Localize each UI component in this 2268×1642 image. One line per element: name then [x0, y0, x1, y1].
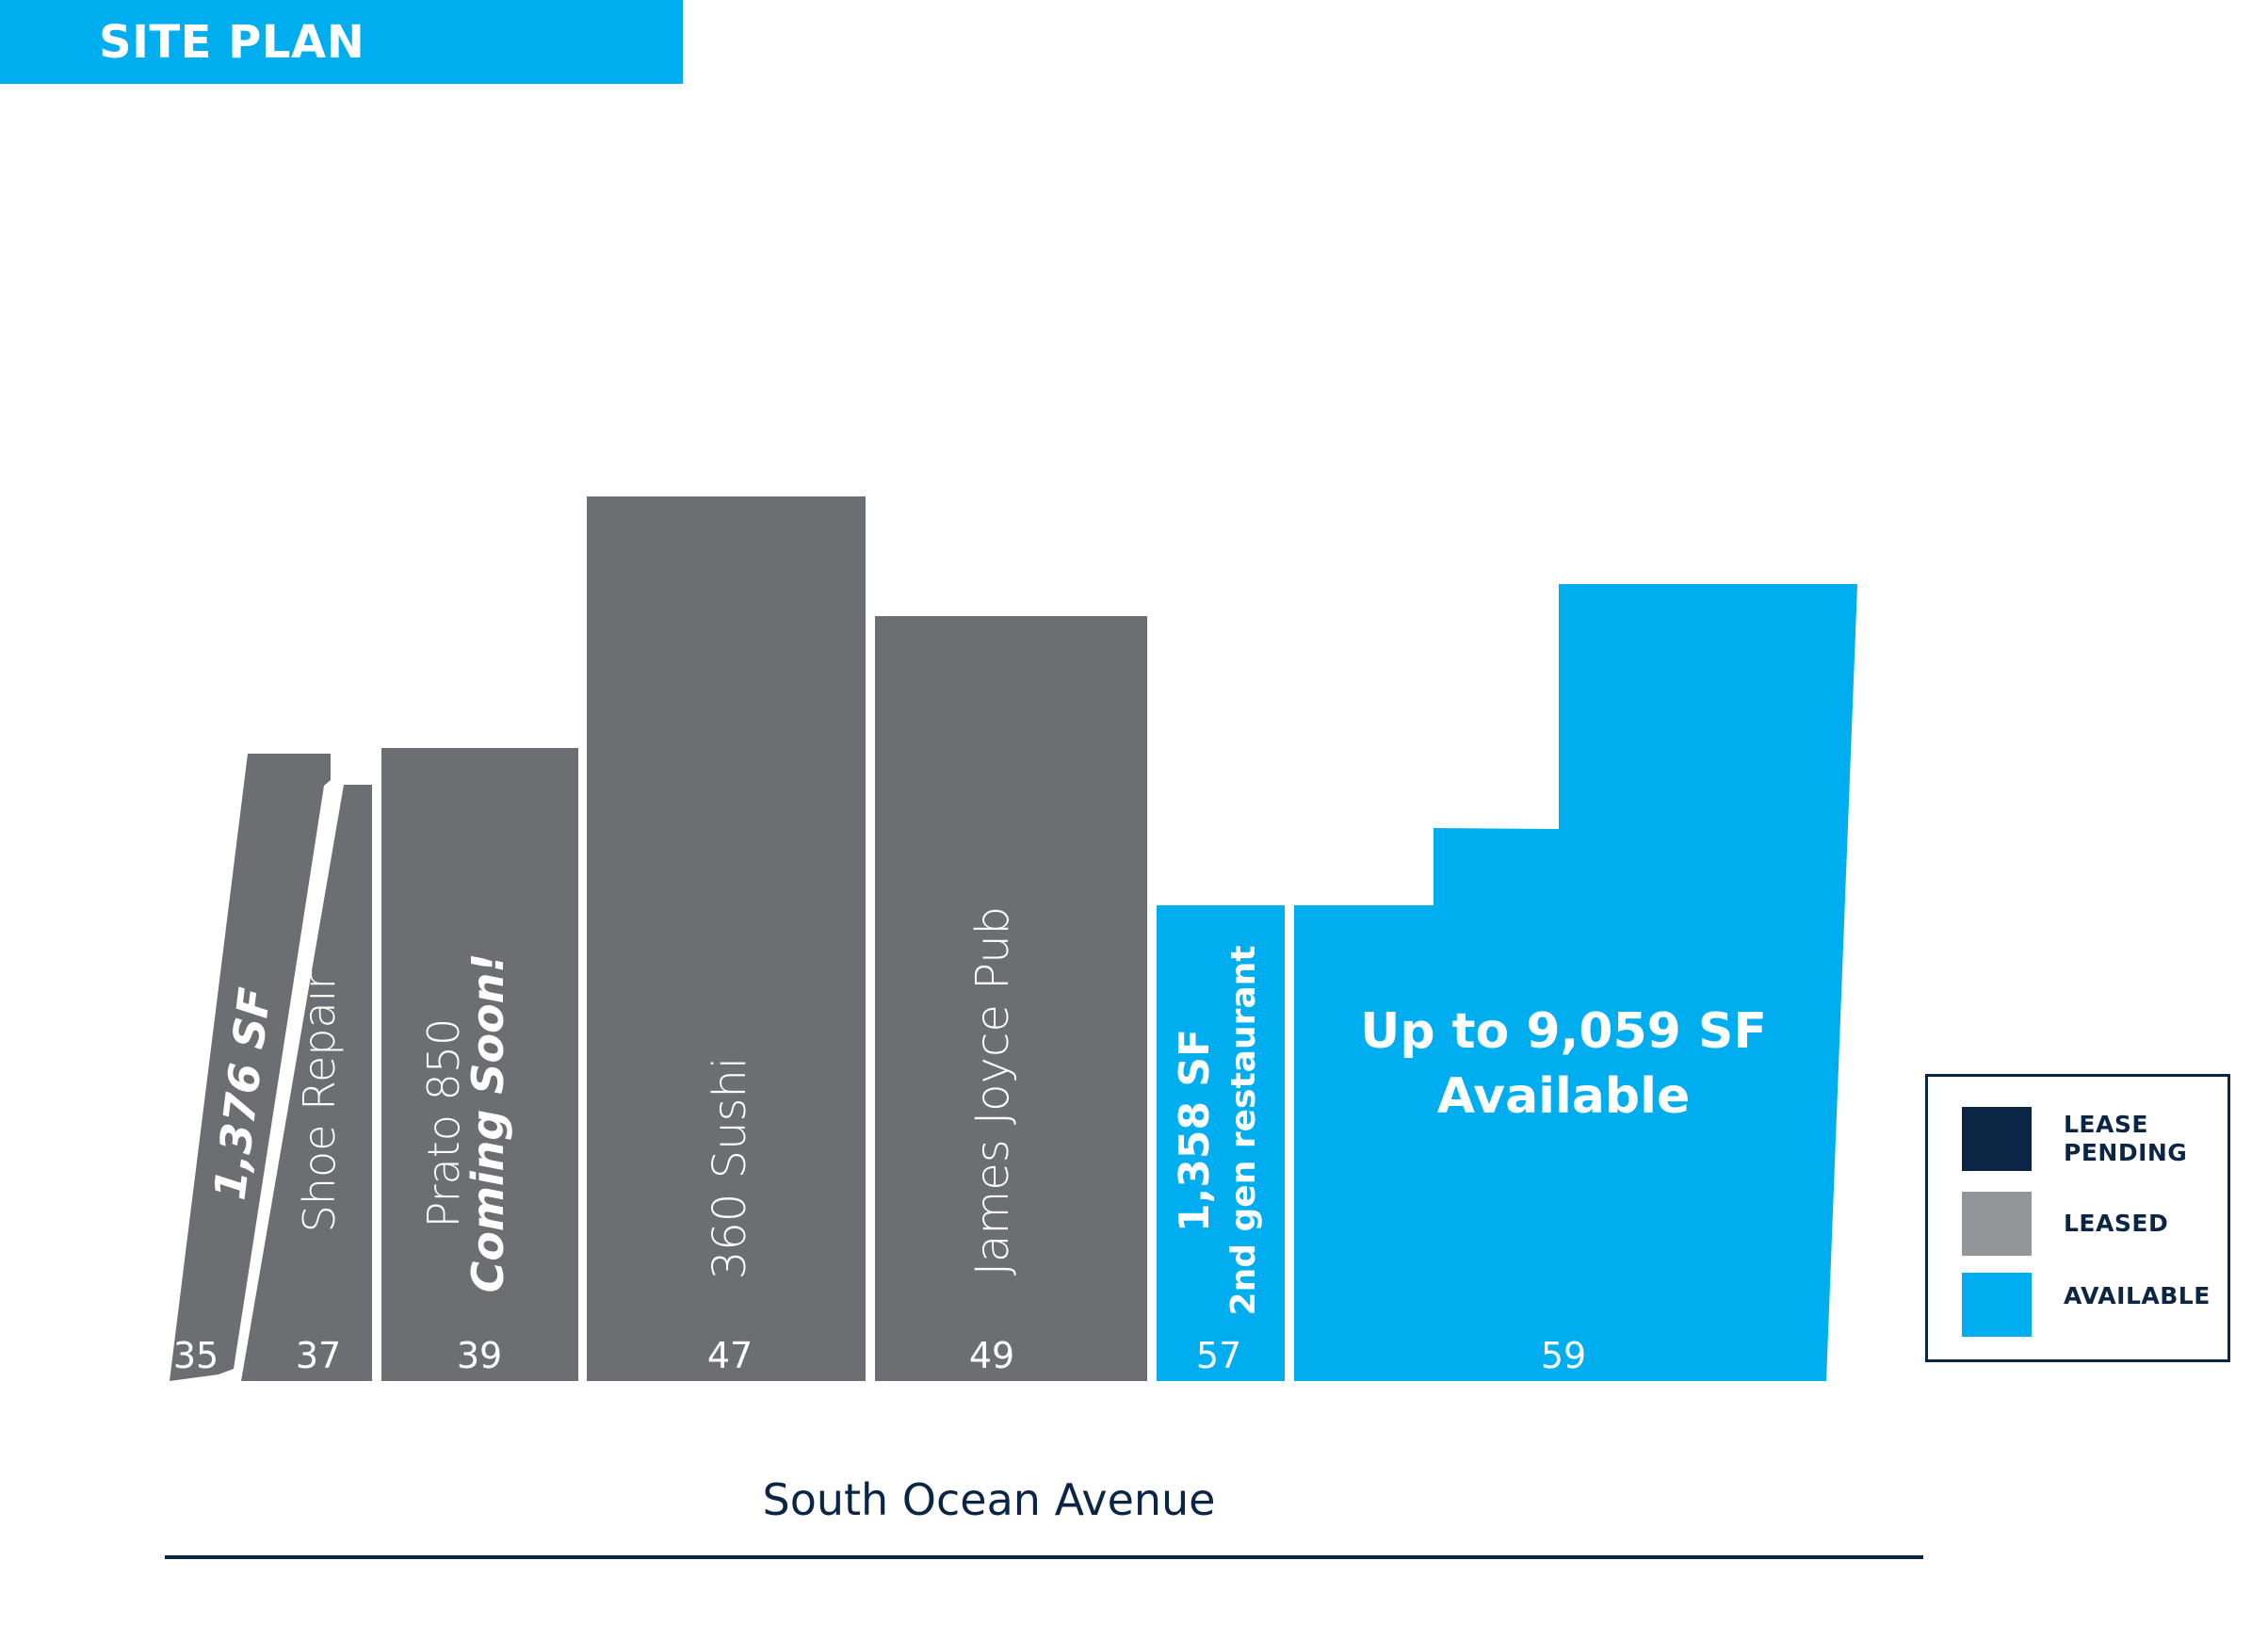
unit-39-label-line2: Coming Soon! [462, 953, 513, 1293]
unit-49-block [875, 616, 1147, 1381]
unit-47-number: 47 [707, 1335, 753, 1376]
site-plan-header-bar: SITE PLAN [0, 0, 683, 84]
unit-57[interactable]: 1,358 SF 2nd gen restaurant 57 [1157, 905, 1285, 1381]
unit-37[interactable]: Shoe Repair 37 [241, 785, 372, 1381]
unit-47-label: 360 Sushi [704, 1057, 756, 1280]
legend-label-lease-pending: LEASE PENDING [2064, 1111, 2224, 1167]
unit-39-label-line1: Prato 850 [418, 1018, 469, 1228]
legend-label-leased: LEASED [2064, 1210, 2169, 1237]
unit-57-label-line2: 2nd gen restaurant [1224, 946, 1263, 1316]
unit-39-number: 39 [457, 1335, 502, 1376]
unit-59[interactable]: Up to 9,059 SF Available 59 [1294, 584, 1857, 1381]
street-line [165, 1555, 1923, 1559]
unit-47[interactable]: 360 Sushi 47 [587, 496, 866, 1381]
unit-47-block [587, 496, 866, 1381]
unit-39[interactable]: Prato 850 Coming Soon! 39 [381, 748, 578, 1381]
legend-label-lease-pending-line1: LEASE [2064, 1111, 2148, 1138]
unit-59-label-line2: Available [1437, 1068, 1690, 1125]
unit-37-number: 37 [296, 1335, 341, 1376]
legend-label-lease-pending-line2: PENDING [2064, 1139, 2188, 1166]
legend-label-available: AVAILABLE [2064, 1282, 2211, 1309]
unit-59-label-line1: Up to 9,059 SF [1360, 1003, 1767, 1060]
unit-59-block [1294, 584, 1857, 1381]
street-name: South Ocean Avenue [762, 1474, 1216, 1525]
unit-49-number: 49 [969, 1335, 1014, 1376]
legend-swatch-available [1962, 1273, 2032, 1337]
unit-57-number: 57 [1196, 1335, 1241, 1376]
unit-57-label-line1: 1,358 SF [1171, 1029, 1219, 1232]
site-plan-title: SITE PLAN [99, 16, 365, 69]
unit-59-number: 59 [1541, 1335, 1586, 1376]
unit-37-label: Shoe Repair [294, 972, 345, 1233]
unit-57-block [1157, 905, 1285, 1381]
unit-49-label: James Joyce Pub [966, 906, 1019, 1276]
legend-swatch-leased [1962, 1192, 2032, 1256]
unit-35-block [170, 754, 331, 1381]
legend: LEASE PENDING LEASED AVAILABLE [1925, 1074, 2230, 1362]
unit-49[interactable]: James Joyce Pub 49 [875, 616, 1147, 1381]
unit-35-number: 35 [173, 1335, 219, 1376]
legend-swatch-lease-pending [1962, 1107, 2032, 1171]
unit-37-block [241, 785, 372, 1381]
unit-39-block [381, 748, 578, 1381]
